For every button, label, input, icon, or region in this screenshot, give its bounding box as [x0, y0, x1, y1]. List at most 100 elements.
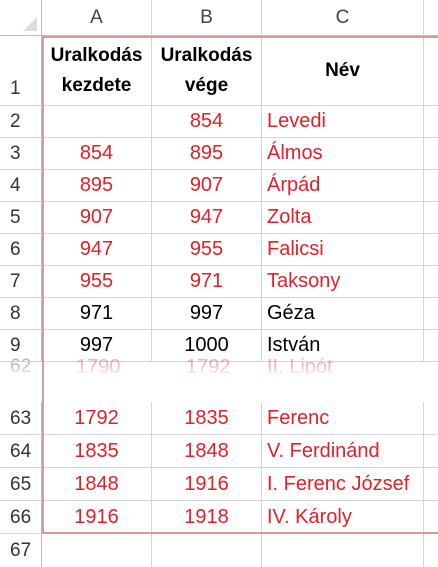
ruler-name-cell[interactable]: István: [262, 330, 424, 362]
cell-d[interactable]: [424, 106, 438, 138]
column-header-c[interactable]: C: [262, 0, 424, 36]
row-header[interactable]: 6: [0, 234, 42, 266]
ruler-name-cell[interactable]: Falicsi: [262, 234, 424, 266]
cell-d[interactable]: [424, 298, 438, 330]
table-row: 1792 1835 Ferenc: [42, 402, 438, 435]
table-row: 907 947 Zolta: [42, 202, 438, 234]
ruler-name-cell[interactable]: Ferenc: [262, 402, 424, 435]
table-row: 955 971 Taksony: [42, 266, 438, 298]
ruler-name-cell[interactable]: I. Ferenc József: [262, 468, 424, 501]
row-header[interactable]: 9: [0, 330, 42, 362]
select-all-triangle-icon: [23, 17, 37, 31]
cell-d[interactable]: [424, 468, 438, 501]
table-border-left: [42, 36, 44, 534]
cell-d-67[interactable]: [424, 534, 438, 567]
reign-end-cell[interactable]: 1848: [152, 435, 262, 468]
reign-start-cell[interactable]: 1792: [42, 402, 152, 435]
header-cell-d[interactable]: [424, 36, 438, 106]
reign-end-cell[interactable]: 895: [152, 138, 262, 170]
reign-end-cell[interactable]: 1000: [152, 330, 262, 362]
reign-end-cell[interactable]: 997: [152, 298, 262, 330]
torn-edge-effect: [0, 364, 438, 402]
header-cell-name[interactable]: Név: [262, 36, 424, 106]
table-row: 1916 1918 IV. Károly: [42, 501, 438, 534]
row-header[interactable]: 5: [0, 202, 42, 234]
cell-d[interactable]: [424, 330, 438, 362]
ruler-name-cell[interactable]: Árpád: [262, 170, 424, 202]
ruler-name-cell[interactable]: IV. Károly: [262, 501, 424, 534]
reign-end-cell[interactable]: 971: [152, 266, 262, 298]
column-header-b[interactable]: B: [152, 0, 262, 36]
header-cell-start[interactable]: Uralkodás kezdete: [42, 36, 152, 106]
row-header-1[interactable]: 1: [0, 36, 42, 106]
reign-start-cell[interactable]: [42, 106, 152, 138]
table-row: 854 Levedi: [42, 106, 438, 138]
reign-end-cell[interactable]: 1918: [152, 501, 262, 534]
header-cell-end[interactable]: Uralkodás vége: [152, 36, 262, 106]
table-row: 947 955 Falicsi: [42, 234, 438, 266]
ruler-name-cell[interactable]: Levedi: [262, 106, 424, 138]
row-header[interactable]: 4: [0, 170, 42, 202]
table-header-row: Uralkodás kezdete Uralkodás vége Név: [42, 36, 438, 106]
header-end-line2: vége: [184, 74, 229, 96]
row-header-67[interactable]: 67: [0, 534, 42, 567]
reign-end-cell[interactable]: 907: [152, 170, 262, 202]
cell-c-67[interactable]: [262, 534, 424, 567]
table-border-bottom: [42, 532, 438, 534]
reign-end-cell[interactable]: 1835: [152, 402, 262, 435]
row-header[interactable]: 65: [0, 468, 42, 501]
reign-start-cell[interactable]: 971: [42, 298, 152, 330]
row-header[interactable]: 64: [0, 435, 42, 468]
cell-a-67[interactable]: [42, 534, 152, 567]
cell-b-67[interactable]: [152, 534, 262, 567]
row-header[interactable]: 7: [0, 266, 42, 298]
reign-start-cell[interactable]: 1835: [42, 435, 152, 468]
reign-start-cell[interactable]: 955: [42, 266, 152, 298]
table-border-top: [42, 36, 438, 38]
header-start-line2: kezdete: [61, 74, 132, 96]
select-all-corner[interactable]: [0, 0, 42, 36]
table-row: 1835 1848 V. Ferdinánd: [42, 435, 438, 468]
cell-d[interactable]: [424, 234, 438, 266]
cell-d[interactable]: [424, 138, 438, 170]
row-header[interactable]: 66: [0, 501, 42, 534]
reign-end-cell[interactable]: 854: [152, 106, 262, 138]
cell-d[interactable]: [424, 402, 438, 435]
reign-end-cell[interactable]: 1916: [152, 468, 262, 501]
reign-end-cell[interactable]: 947: [152, 202, 262, 234]
reign-start-cell[interactable]: 907: [42, 202, 152, 234]
reign-start-cell[interactable]: 1916: [42, 501, 152, 534]
table-row: 895 907 Árpád: [42, 170, 438, 202]
cell-d[interactable]: [424, 501, 438, 534]
reign-start-cell[interactable]: 997: [42, 330, 152, 362]
ruler-name-cell[interactable]: Zolta: [262, 202, 424, 234]
header-start-line1: Uralkodás: [50, 44, 143, 66]
row-header[interactable]: 3: [0, 138, 42, 170]
ruler-name-cell[interactable]: Álmos: [262, 138, 424, 170]
ruler-name-cell[interactable]: V. Ferdinánd: [262, 435, 424, 468]
table-row: 997 1000 István: [42, 330, 438, 362]
column-header-d[interactable]: [424, 0, 438, 36]
column-header-bar: A B C: [42, 0, 438, 36]
reign-start-cell[interactable]: 947: [42, 234, 152, 266]
empty-row: [42, 534, 438, 567]
cell-d[interactable]: [424, 266, 438, 298]
table-row: 1848 1916 I. Ferenc József: [42, 468, 438, 501]
table-row: 854 895 Álmos: [42, 138, 438, 170]
header-end-line1: Uralkodás: [160, 44, 253, 66]
row-header[interactable]: 63: [0, 402, 42, 435]
cell-d[interactable]: [424, 435, 438, 468]
ruler-name-cell[interactable]: Taksony: [262, 266, 424, 298]
reign-start-cell[interactable]: 854: [42, 138, 152, 170]
column-header-a[interactable]: A: [42, 0, 152, 36]
cell-d[interactable]: [424, 202, 438, 234]
reign-start-cell[interactable]: 1848: [42, 468, 152, 501]
table-row: 971 997 Géza: [42, 298, 438, 330]
reign-end-cell[interactable]: 955: [152, 234, 262, 266]
row-header[interactable]: 8: [0, 298, 42, 330]
reign-start-cell[interactable]: 895: [42, 170, 152, 202]
header-name-text: Név: [325, 59, 360, 81]
row-header[interactable]: 2: [0, 106, 42, 138]
ruler-name-cell[interactable]: Géza: [262, 298, 424, 330]
cell-d[interactable]: [424, 170, 438, 202]
